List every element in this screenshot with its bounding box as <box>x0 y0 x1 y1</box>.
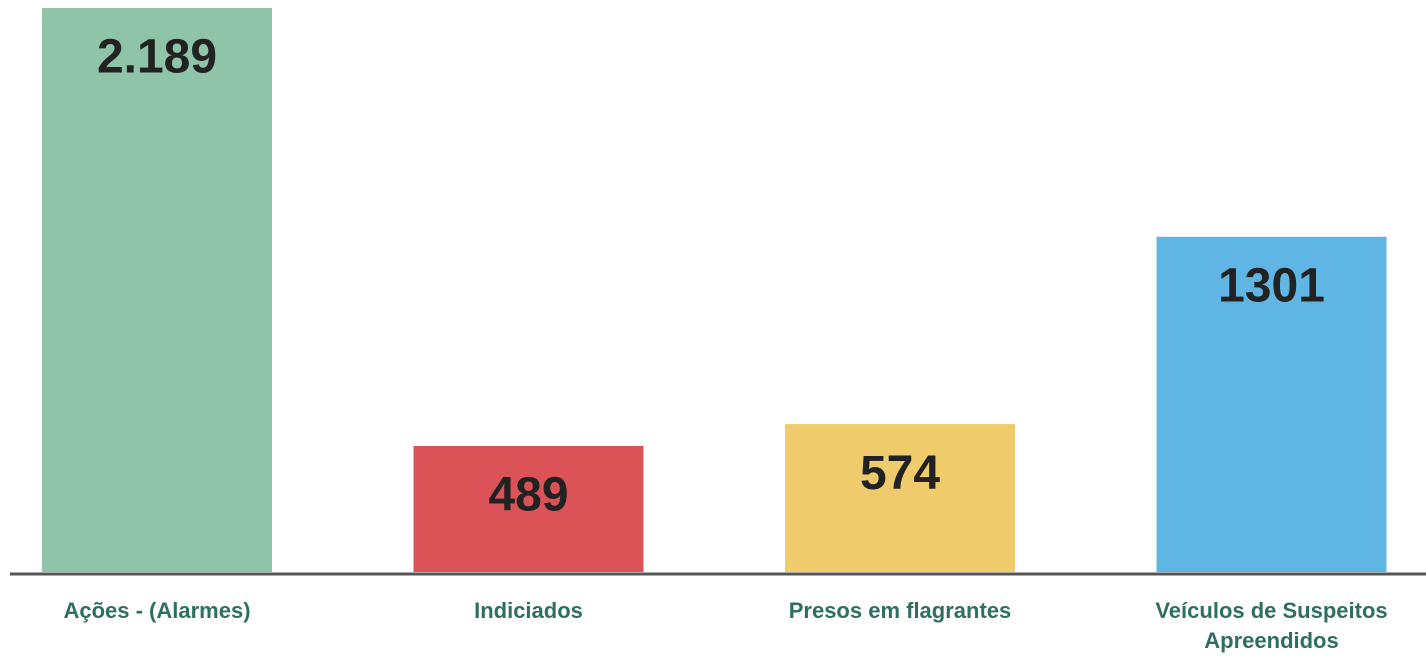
value-label: 2.189 <box>97 31 217 84</box>
bar <box>785 424 1015 572</box>
x-tick-label: Presos em flagrantes <box>788 598 1012 623</box>
bar <box>1156 236 1387 573</box>
bar <box>42 8 272 572</box>
value-label: 489 <box>488 469 568 522</box>
x-tick-label: Ações - (Alarmes) <box>63 598 251 623</box>
value-label: 574 <box>860 447 940 500</box>
x-tick-label: Veículos de Suspeitos Apreendidos <box>1155 598 1388 653</box>
bar <box>413 446 644 572</box>
value-label: 1301 <box>1218 259 1325 312</box>
x-tick-label: Indiciados <box>474 598 583 623</box>
